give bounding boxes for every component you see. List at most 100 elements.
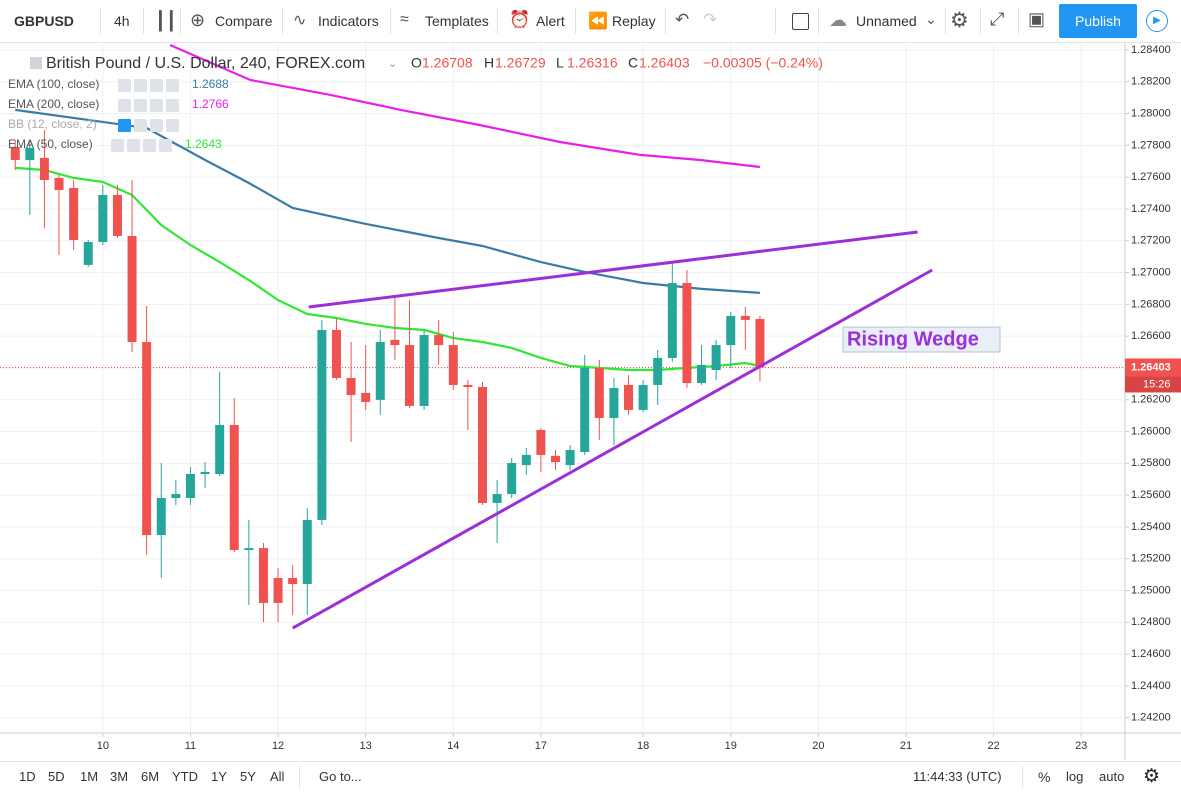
range-button[interactable]: 5D: [48, 769, 65, 784]
candle-body: [200, 471, 210, 474]
play-button[interactable]: ▶: [1146, 10, 1168, 32]
fullscreen-button[interactable]: ⤢: [990, 9, 1005, 29]
x-tick-label: 22: [987, 740, 999, 752]
indicators-icon[interactable]: ∿: [293, 12, 307, 29]
candle-body: [726, 315, 736, 346]
replay-button[interactable]: Replay: [612, 13, 656, 29]
plot-area: [0, 42, 1125, 733]
candle-body: [521, 454, 531, 466]
y-tick-label: 1.24400: [1131, 680, 1171, 692]
separator: [945, 8, 946, 34]
y-tick-label: 1.25000: [1131, 584, 1171, 596]
alert-icon[interactable]: ⏰: [509, 10, 531, 29]
candle-body: [375, 342, 385, 400]
y-tick-label: 1.26200: [1131, 394, 1171, 406]
compare-button[interactable]: Compare: [215, 13, 273, 29]
y-tick-label: 1.27000: [1131, 266, 1171, 278]
settings-button[interactable]: ⚙: [950, 9, 969, 32]
percent-toggle[interactable]: %: [1038, 769, 1051, 785]
separator: [1022, 766, 1023, 788]
compare-icon[interactable]: ⊕: [190, 10, 206, 30]
candle-body: [288, 577, 298, 585]
y-tick-label: 1.25800: [1131, 457, 1171, 469]
layout-name[interactable]: Unnamed: [856, 13, 917, 29]
candle-body: [682, 283, 692, 384]
candle-body: [171, 494, 181, 499]
candle-body: [667, 283, 677, 358]
candle-body: [419, 335, 429, 406]
indicator-button: [166, 99, 179, 112]
candle-body: [69, 187, 79, 240]
candle-body: [507, 463, 517, 495]
chart-style-icon[interactable]: ┃┃: [155, 11, 177, 31]
range-button[interactable]: 6M: [141, 769, 160, 784]
templates-button[interactable]: Templates: [425, 13, 489, 29]
candle-body: [331, 329, 341, 378]
y-tick-label: 1.26000: [1131, 425, 1171, 437]
indicator-button: [134, 99, 147, 112]
candle-body: [273, 577, 283, 603]
candle-body: [434, 335, 444, 346]
candle-body: [54, 177, 64, 191]
annotation: Rising Wedge: [847, 328, 979, 350]
interval[interactable]: 4h: [114, 13, 130, 29]
y-tick-label: 1.27600: [1131, 171, 1171, 183]
y-tick-label: 1.24600: [1131, 648, 1171, 660]
indicator-button: [150, 99, 163, 112]
indicator-button: [118, 119, 131, 132]
ohlc-key: L: [556, 55, 564, 71]
indicator-button: [111, 139, 124, 152]
indicator-button: [166, 79, 179, 92]
candle-body: [477, 387, 487, 503]
goto-button[interactable]: Go to...: [319, 769, 362, 784]
y-tick-label: 1.25200: [1131, 553, 1171, 565]
indicator-value: 1.2766: [192, 97, 229, 111]
replay-icon[interactable]: ⏪: [588, 13, 608, 30]
x-tick-label: 13: [360, 740, 372, 752]
log-toggle[interactable]: log: [1066, 769, 1084, 784]
alert-button[interactable]: Alert: [536, 13, 565, 29]
symbol[interactable]: GBPUSD: [14, 13, 74, 29]
y-tick-label: 1.28200: [1131, 76, 1171, 88]
indicator-name: EMA (200, close): [8, 97, 99, 111]
undo-button[interactable]: ↶: [675, 10, 690, 29]
range-button[interactable]: 1Y: [211, 769, 227, 784]
redo-button[interactable]: ↷: [703, 10, 718, 29]
snapshot-button[interactable]: ▣: [1028, 9, 1046, 29]
range-button[interactable]: 5Y: [240, 769, 256, 784]
indicator-button: [150, 79, 163, 92]
candle-body: [112, 194, 122, 236]
legend-title: British Pound / U.S. Dollar, 240, FOREX.…: [46, 55, 365, 72]
range-button[interactable]: 3M: [110, 769, 129, 784]
templates-icon[interactable]: ≈: [400, 11, 409, 28]
publish-button[interactable]: Publish: [1059, 4, 1137, 38]
legend-icon: [30, 57, 42, 69]
layout-button[interactable]: [792, 13, 809, 30]
indicator-button: [134, 119, 147, 132]
trend-line: [291, 268, 933, 630]
y-tick-label: 1.25400: [1131, 521, 1171, 533]
candle-body: [215, 425, 225, 474]
range-button[interactable]: 1D: [19, 769, 36, 784]
range-button[interactable]: All: [270, 769, 285, 784]
candle-body: [536, 429, 546, 455]
range-button[interactable]: 1M: [80, 769, 99, 784]
layout-menu[interactable]: ⌄: [925, 11, 937, 27]
ohlc-value: 1.26316: [567, 55, 618, 71]
y-tick-label: 1.24200: [1131, 712, 1171, 724]
range-button[interactable]: YTD: [172, 769, 198, 784]
axis-settings[interactable]: ⚙: [1143, 766, 1161, 787]
ema-line: [169, 43, 761, 169]
separator: [390, 8, 391, 34]
indicator-name: EMA (100, close): [8, 77, 99, 91]
x-tick-label: 11: [185, 740, 196, 752]
trend-line: [308, 230, 918, 309]
indicator-button: [150, 119, 163, 132]
candle-body: [302, 519, 312, 585]
indicators-button[interactable]: Indicators: [318, 13, 379, 29]
ohlc-value: 1.26708: [422, 55, 473, 71]
auto-toggle[interactable]: auto: [1099, 769, 1125, 784]
candle-body: [185, 473, 195, 499]
candle-body: [740, 315, 750, 320]
